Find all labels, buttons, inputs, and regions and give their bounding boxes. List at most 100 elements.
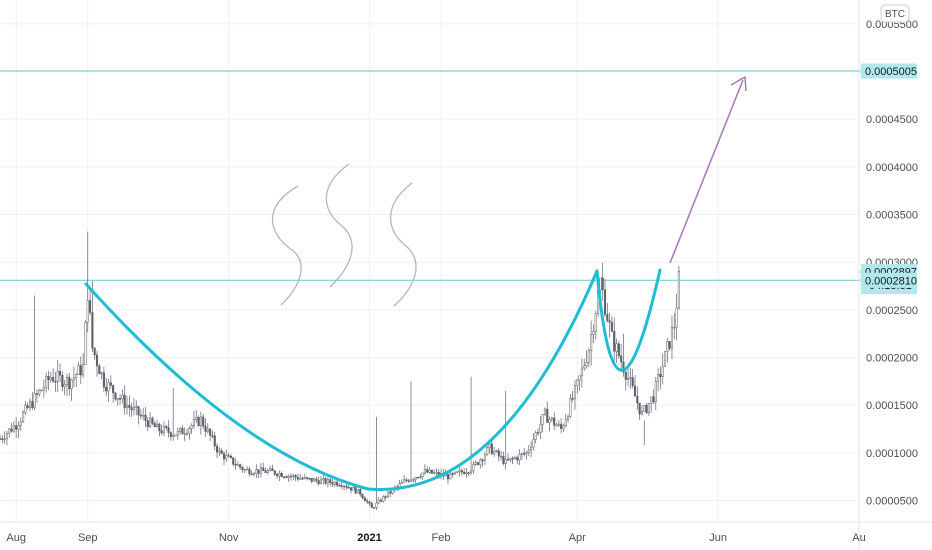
candle <box>523 447 526 457</box>
candle-body <box>264 470 267 474</box>
candle <box>125 395 129 415</box>
candle-body <box>675 307 678 328</box>
candle <box>243 468 246 474</box>
candle <box>1 435 4 444</box>
candle <box>176 427 179 440</box>
candle <box>532 433 535 451</box>
y-tick-label: 0.0000500 <box>866 496 918 508</box>
candle <box>340 480 343 490</box>
candle-body <box>400 481 403 484</box>
candle <box>435 468 438 478</box>
candle <box>121 389 124 404</box>
candle-body <box>70 379 73 390</box>
candle <box>169 431 172 441</box>
price-axis[interactable]: 0.00055000.00045000.00040000.00035000.00… <box>866 19 918 508</box>
candle <box>278 470 281 482</box>
candle <box>553 412 556 431</box>
candle <box>497 447 500 462</box>
candle <box>331 478 334 488</box>
candle <box>476 461 480 466</box>
candle <box>354 486 357 495</box>
candle <box>72 366 75 388</box>
candle-body <box>315 478 318 481</box>
candle <box>557 419 560 428</box>
candle <box>280 471 283 478</box>
candle <box>202 413 205 430</box>
candle-body <box>613 331 616 352</box>
candle-body <box>640 411 643 415</box>
candle <box>10 422 13 433</box>
candle-body <box>172 435 175 437</box>
candle <box>123 385 126 415</box>
x-tick-label: Apr <box>569 532 586 544</box>
candle <box>8 428 11 438</box>
cup-pattern-line[interactable] <box>84 269 599 491</box>
candle <box>578 375 581 391</box>
candle-body <box>627 378 630 380</box>
candle <box>190 423 193 434</box>
candle-body <box>506 458 510 461</box>
candle-body <box>294 475 297 478</box>
candle-body <box>107 382 110 392</box>
candle-body <box>100 372 103 375</box>
candle-body <box>555 424 558 427</box>
candle-body <box>504 458 507 464</box>
candle-body <box>3 438 6 441</box>
candle <box>142 407 145 421</box>
candle <box>423 464 426 476</box>
candle <box>541 414 544 433</box>
time-axis[interactable]: Aug Sep Nov 2021 Feb Apr Jun Au <box>6 532 865 544</box>
candle <box>54 371 57 392</box>
x-tick-label: Jun <box>709 532 727 544</box>
candle <box>412 477 415 483</box>
candle-body <box>185 432 189 435</box>
candle <box>338 482 341 487</box>
candle <box>47 370 50 391</box>
candle-body <box>227 455 230 457</box>
candle <box>463 468 466 475</box>
candle <box>555 422 558 427</box>
candle <box>158 422 161 437</box>
candle-body <box>428 469 431 473</box>
candle-body <box>416 476 420 479</box>
candle-body <box>40 389 43 392</box>
candle-body <box>472 464 475 472</box>
candle-body <box>151 417 154 424</box>
candle-body <box>241 466 244 471</box>
candle <box>465 468 468 478</box>
candle <box>428 467 431 474</box>
candle <box>414 476 417 483</box>
candle <box>400 479 403 484</box>
candle-body <box>22 412 25 422</box>
handle-pattern-line[interactable] <box>595 268 662 372</box>
candle <box>502 451 505 466</box>
candle-body <box>77 365 80 375</box>
candle-body <box>125 404 129 409</box>
candle-body <box>386 491 389 498</box>
candle <box>167 420 170 438</box>
y-tick-label: 0.0004500 <box>866 114 918 126</box>
candle-body <box>209 428 212 436</box>
candle-body <box>255 469 258 474</box>
candle <box>640 405 643 416</box>
candle-body <box>149 417 152 428</box>
candle <box>627 368 630 387</box>
candle <box>659 366 662 390</box>
candle <box>315 476 318 484</box>
level-tag-lower-pointer <box>859 276 863 285</box>
candle-body <box>423 469 426 474</box>
candle-body <box>643 404 646 412</box>
candle-body <box>430 469 433 474</box>
candle <box>530 441 533 457</box>
candle-body <box>564 419 567 427</box>
level-tag-upper-pointer <box>859 67 863 76</box>
target-arrow-line[interactable] <box>669 79 744 264</box>
candle <box>165 424 168 431</box>
candle-body <box>312 478 316 482</box>
candle <box>160 424 163 436</box>
candle <box>63 379 66 396</box>
candle-body <box>650 396 653 404</box>
candle <box>100 371 103 379</box>
candle-body <box>146 420 149 428</box>
candle <box>3 431 6 444</box>
